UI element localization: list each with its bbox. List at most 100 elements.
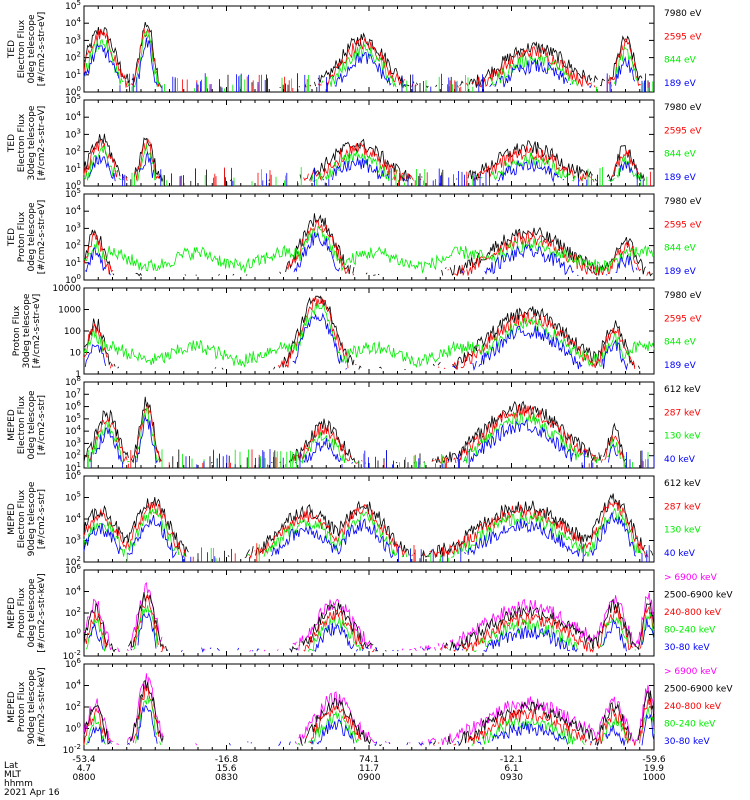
y-axis-label-line: [#/cm2-s-str-eV] xyxy=(37,200,47,275)
y-tick-label: 104 xyxy=(65,204,81,217)
y-tick-label: 100 xyxy=(65,179,81,192)
y-tick-label: 104 xyxy=(65,16,81,29)
legend-entry: 7980 eV xyxy=(664,291,702,301)
y-tick-label: 104 xyxy=(65,679,81,692)
y-tick-label: 106 xyxy=(65,657,81,670)
y-tick-label: 106 xyxy=(65,563,81,576)
y-tick-label: 102 xyxy=(65,606,81,619)
y-tick-label: 104 xyxy=(65,110,81,123)
y-tick-label: 100 xyxy=(65,85,81,98)
series-287-kev xyxy=(86,404,654,468)
y-tick-label: 10-2 xyxy=(63,743,81,756)
y-tick-label: 1000 xyxy=(58,306,81,316)
y-axis-label-line: Electron Flux xyxy=(17,19,27,78)
chart-panel-7: 10-2 100 102 104 106 MEPED Proton Flux 0deg tel… xyxy=(7,563,733,662)
y-axis-label-line: 90deg telescope xyxy=(27,669,37,744)
y-tick-label: 10-2 xyxy=(63,649,81,662)
x-row-label-hhmm: hhmm xyxy=(4,779,33,789)
series-189-ev xyxy=(83,37,650,92)
x-tick-label: -59.6 xyxy=(642,755,666,765)
series-trace xyxy=(83,581,655,652)
chart-panel-6: 102 103 104 105 106 MEPED Electron Flux 90deg t… xyxy=(7,469,701,568)
panel-frame xyxy=(83,287,655,375)
y-axis-label-line: Electron Flux xyxy=(17,113,27,172)
y-axis-label-line: Electron Flux xyxy=(17,489,27,548)
y-tick-label: 102 xyxy=(65,239,81,252)
series-trace xyxy=(87,406,649,468)
y-tick-label: 103 xyxy=(65,436,81,449)
series-trace xyxy=(83,507,648,562)
y-axis-label-line: TED xyxy=(7,228,17,247)
legend-entry: 80-240 keV xyxy=(664,626,716,636)
series-trace xyxy=(87,705,655,746)
x-tick-label: 74.1 xyxy=(359,755,379,765)
legend-entry: 2595 eV xyxy=(664,126,702,136)
legend-entry: 612 keV xyxy=(664,479,701,489)
series-844-ev xyxy=(83,225,655,274)
y-axis-label-line: [#/cm2-s-str] xyxy=(37,489,47,549)
y-tick-label: 100 xyxy=(65,273,81,286)
x-tick-label: -12.1 xyxy=(500,755,523,765)
series-trace xyxy=(88,151,644,186)
legend-entry: 844 eV xyxy=(664,56,697,66)
y-tick-label: 102 xyxy=(65,449,81,462)
y-tick-label: 102 xyxy=(65,555,81,568)
series-trace xyxy=(83,37,650,92)
y-tick-label: 101 xyxy=(65,461,81,474)
series-7980-ev xyxy=(83,133,655,186)
legend-entry: 130 keV xyxy=(664,432,701,442)
series-trace xyxy=(86,404,654,468)
y-tick-label: 100 xyxy=(65,722,81,735)
series-40-kev xyxy=(90,415,655,468)
legend-entry: 7980 eV xyxy=(664,197,702,207)
y-axis-label-line: 0deg telescope xyxy=(27,390,37,460)
legend-entry: 2595 eV xyxy=(664,32,702,42)
series-240-800-kev xyxy=(84,593,655,653)
panel-frame xyxy=(83,193,655,281)
series-7980-ev xyxy=(83,213,653,277)
series-trace xyxy=(88,611,655,653)
y-tick-label: 106 xyxy=(65,400,81,413)
x-tick-label: 11.7 xyxy=(359,764,379,774)
y-tick-label: 105 xyxy=(65,412,81,425)
legend-entry: 287 keV xyxy=(664,408,701,418)
x-tick-label: 0800 xyxy=(73,773,96,783)
series-trace xyxy=(83,685,655,746)
y-tick-label: 102 xyxy=(65,51,81,64)
y-tick-label: 103 xyxy=(65,127,81,140)
y-axis-label-line: Proton Flux xyxy=(12,305,22,356)
y-tick-label: 104 xyxy=(65,585,81,598)
series-trace xyxy=(86,695,655,746)
legend-entry: 7980 eV xyxy=(664,103,702,113)
y-axis-label-line: 90deg telescope xyxy=(27,481,37,556)
date-label: 2021 Apr 16 xyxy=(4,788,60,798)
legend-entry: 40 keV xyxy=(664,455,696,465)
x-tick-label: 19.9 xyxy=(644,764,664,774)
series-80-240-kev xyxy=(86,605,655,652)
chart-panel-4: 1 10 100 1000 10000 Proton Flux 30deg telescop… xyxy=(12,284,702,380)
legend-entry: 40 keV xyxy=(664,549,696,559)
y-tick-label: 103 xyxy=(65,33,81,46)
series-trace xyxy=(83,673,655,747)
series-130-kev xyxy=(83,507,648,562)
series--6900-kev xyxy=(83,673,655,747)
y-tick-label: 105 xyxy=(65,491,81,504)
chart-panel-2: 100 101 102 103 104 105 TED Electron Flux 30deg … xyxy=(7,93,702,192)
chart-panel-8: 10-2 100 102 104 106 MEPED Proton Flux 90deg te… xyxy=(7,657,733,756)
series-trace xyxy=(83,493,654,562)
legend-entry: 612 keV xyxy=(664,385,701,395)
series-189-ev xyxy=(88,151,644,186)
y-tick-label: 101 xyxy=(65,256,81,269)
legend-entry: 2595 eV xyxy=(664,314,702,324)
series-trace xyxy=(86,605,655,652)
y-axis-label-line: 0deg telescope xyxy=(27,14,37,84)
x-tick-label: 0930 xyxy=(500,773,523,783)
legend-entry: 844 eV xyxy=(664,338,697,348)
legend-entry: 2595 eV xyxy=(664,220,702,230)
y-tick-label: 104 xyxy=(65,424,81,437)
series-30-80-kev xyxy=(88,611,655,653)
legend-entry: 30-80 keV xyxy=(664,643,710,653)
series-trace xyxy=(84,593,655,653)
